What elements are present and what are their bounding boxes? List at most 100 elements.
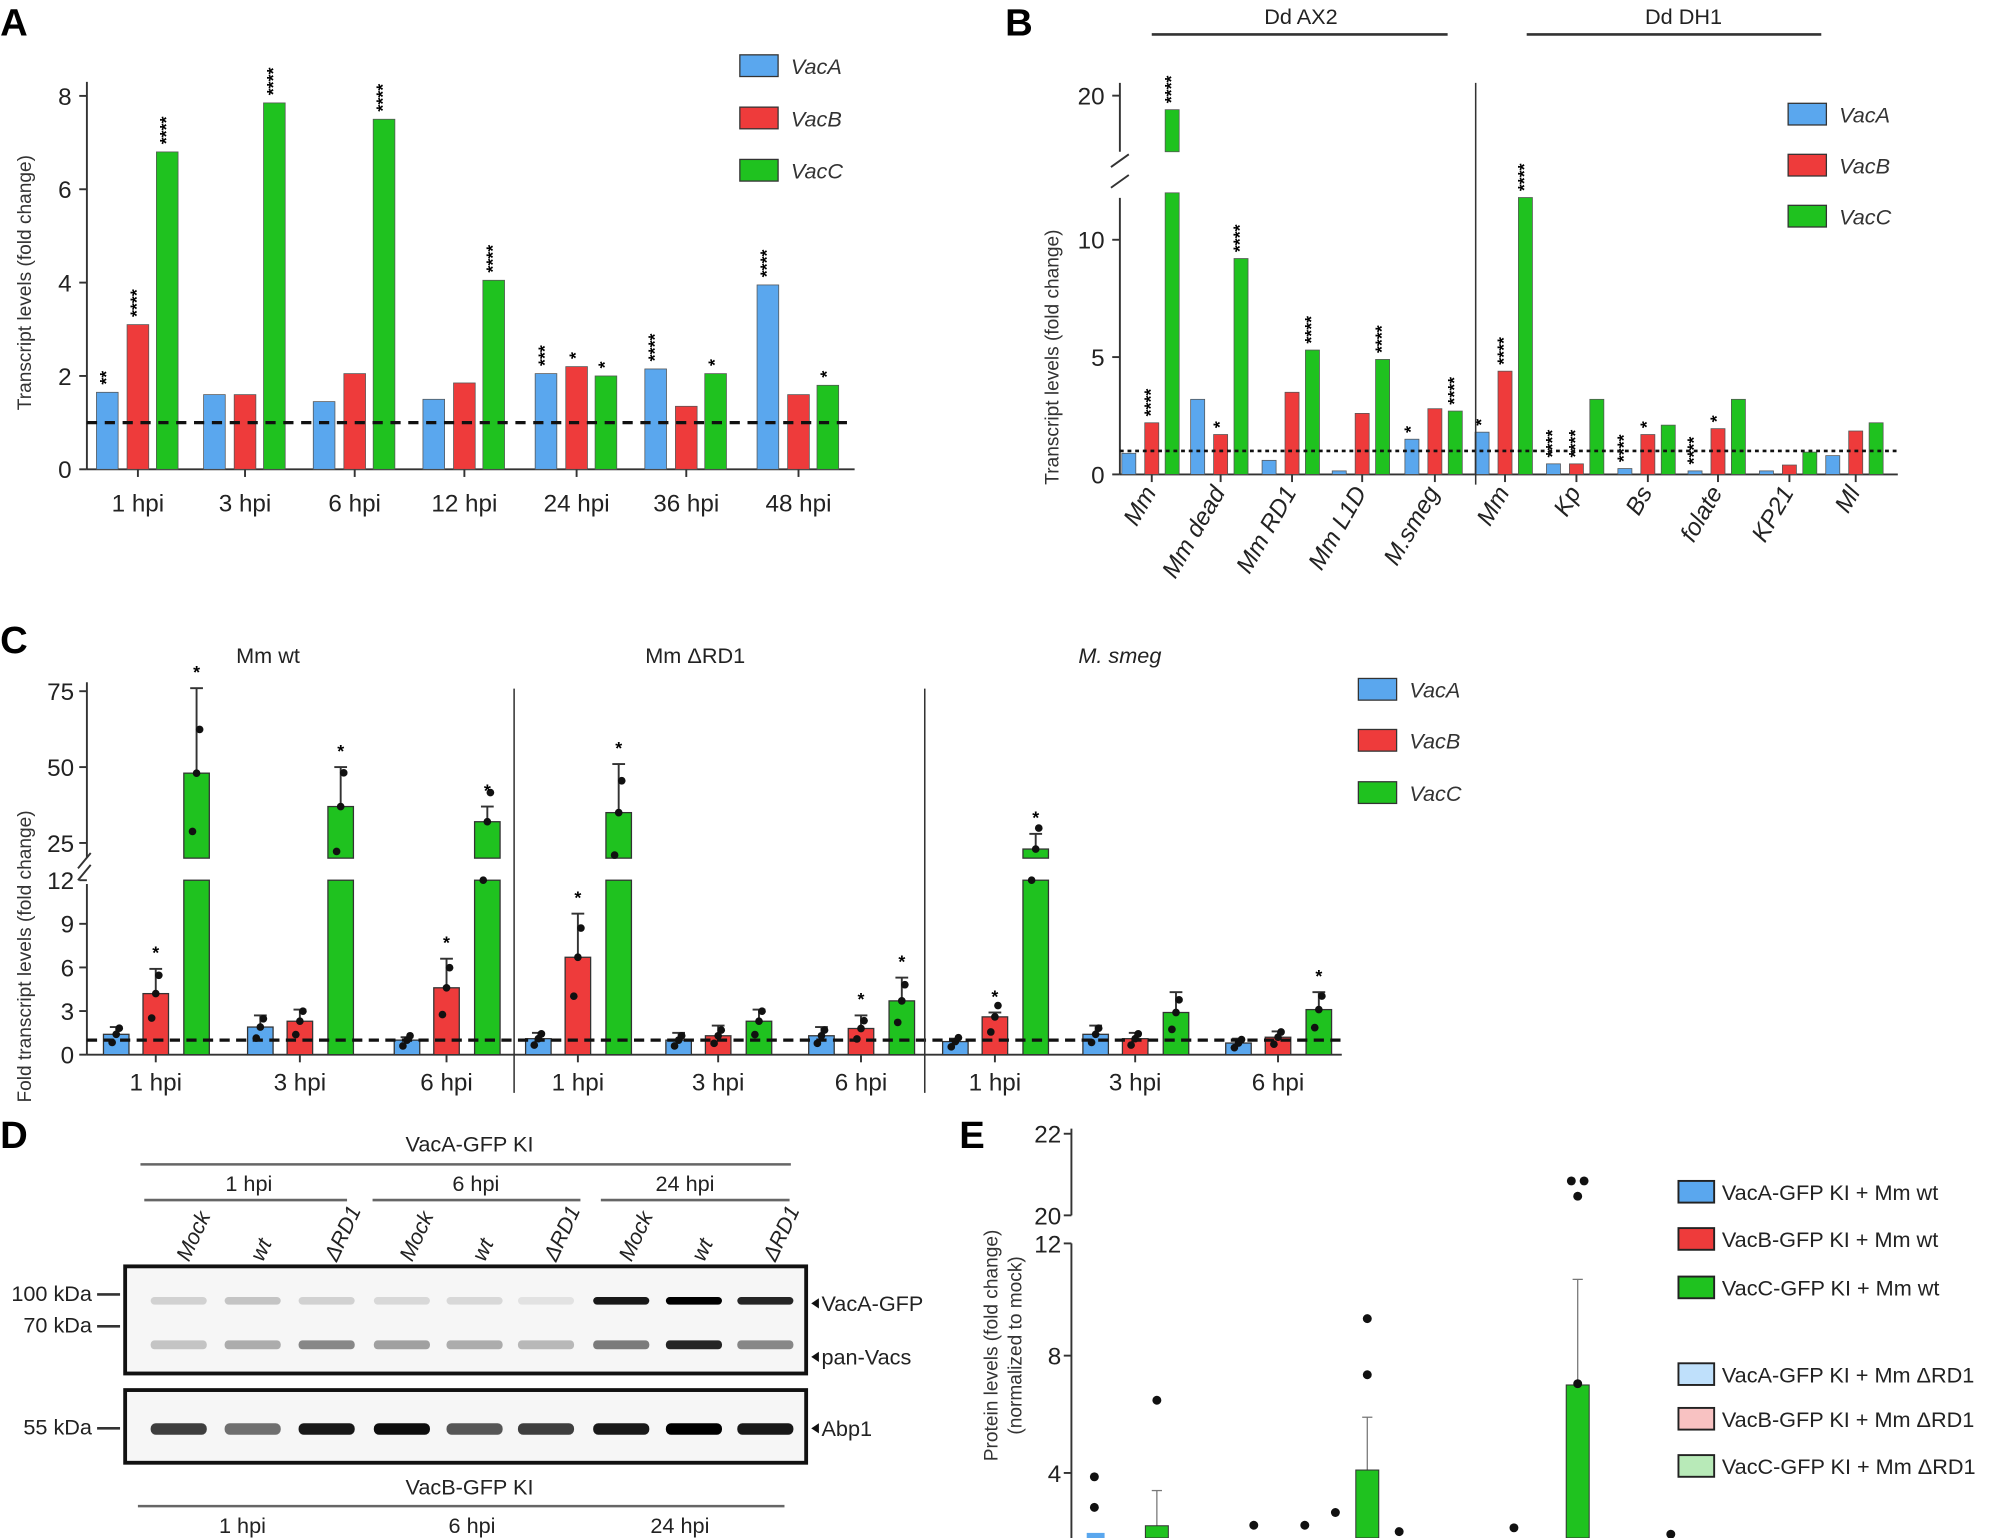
legend-label-vaca: VacA <box>1409 678 1460 703</box>
data-point <box>901 980 909 989</box>
bar-vacc <box>1164 192 1180 475</box>
x-tick-label: 1 hpi <box>129 1069 182 1096</box>
bar-vaca <box>1687 470 1703 475</box>
y-tick-label: 3 <box>61 999 74 1026</box>
data-point <box>857 1024 865 1033</box>
bar-vacc <box>327 879 355 1056</box>
band-abp1 <box>517 1423 575 1435</box>
significance-marker: * <box>1637 421 1657 428</box>
data-point <box>1027 876 1036 885</box>
data-point <box>893 1018 902 1027</box>
data-point <box>1152 1395 1162 1405</box>
significance-marker: **** <box>1684 437 1704 465</box>
bar-vaca <box>203 394 226 470</box>
significance-marker: * <box>595 361 615 368</box>
significance-marker: **** <box>1514 163 1534 191</box>
bar-vacb <box>1284 391 1300 475</box>
data-point <box>1127 1041 1135 1049</box>
bar-vaca <box>1121 452 1137 475</box>
legend-swatch <box>1677 1406 1716 1431</box>
significance-marker: **** <box>1161 75 1181 103</box>
bar-vaca <box>756 284 780 470</box>
data-point <box>860 1016 868 1025</box>
legend-swatch-vaca <box>1357 677 1398 701</box>
x-tick-label: 12 hpi <box>431 490 497 517</box>
significance-marker: * <box>565 352 585 359</box>
panel-c: C 0 3 6 9 12 25 50 75 Fold transcript levels (fo… <box>0 619 1462 1103</box>
data-point <box>1509 1523 1519 1533</box>
legend-swatch-vacb <box>739 106 779 130</box>
data-point <box>1300 1520 1310 1530</box>
legend-label-vacc: VacC <box>791 159 844 184</box>
bar-vaca <box>96 391 119 470</box>
bar-vacb <box>126 324 150 470</box>
significance-marker: * <box>1032 808 1039 828</box>
y-tick-label: 0 <box>58 457 71 484</box>
bar-vaca <box>1825 455 1841 475</box>
legend-swatch-vacb <box>1787 153 1828 177</box>
bar-vacc <box>605 879 633 1056</box>
y-tick-label: 10 <box>1078 228 1105 255</box>
significance-marker: * <box>858 989 865 1009</box>
bar-vacc <box>1868 422 1884 475</box>
legend-label-vacb: VacB <box>1839 153 1890 178</box>
x-tick-label: 3 hpi <box>274 1069 327 1096</box>
band-pan-vacs <box>517 1340 575 1350</box>
legend-label-vacc: VacC <box>1409 781 1462 806</box>
data-point <box>1566 1176 1576 1186</box>
data-point <box>1168 1025 1176 1034</box>
bar-vacc-gfp-ki-mm-wt <box>1144 1525 1169 1538</box>
x-tick-label: 3 hpi <box>692 1069 745 1096</box>
significance-marker: * <box>1401 426 1421 433</box>
band-vaca-gfp <box>224 1296 281 1305</box>
bar-vacb <box>286 1020 314 1056</box>
x-tick-label: Mm RD1 <box>1231 482 1302 578</box>
bar-vaca <box>1190 398 1206 475</box>
bar-vacc-gfp-ki-mm-wt <box>1565 1384 1590 1538</box>
lane-label: Mock <box>613 1206 658 1265</box>
lane-label: wt <box>245 1234 277 1265</box>
legend-label: VacA-GFP KI + Mm wt <box>1722 1180 1938 1205</box>
data-point <box>717 1026 726 1034</box>
significance-marker: **** <box>1614 434 1634 462</box>
legend-swatch <box>1677 1362 1716 1386</box>
significance-marker: * <box>1707 415 1727 422</box>
bar-vaca <box>1331 470 1347 475</box>
significance-marker: * <box>574 887 581 907</box>
axis-break-icon <box>1110 153 1130 189</box>
significance-marker: **** <box>373 84 393 112</box>
timepoint-label: 6 hpi <box>449 1513 496 1538</box>
blot-title-vacb: VacB-GFP KI <box>405 1475 533 1500</box>
data-point <box>677 1031 686 1040</box>
data-point <box>1270 1040 1278 1049</box>
bar-vacc <box>1305 349 1320 475</box>
significance-marker: **** <box>1565 430 1585 458</box>
x-tick-label: 6 hpi <box>328 490 381 517</box>
group-label-mm-wt: Mm wt <box>236 643 300 668</box>
bar-vacc <box>1447 410 1463 475</box>
legend-swatch-vacc <box>1787 204 1828 228</box>
axis-break-icon <box>77 852 92 881</box>
y-tick-label: 12 <box>47 868 74 895</box>
band-abp1 <box>150 1423 207 1435</box>
bar-vacc <box>183 879 210 1056</box>
data-point <box>537 1030 546 1038</box>
significance-marker: * <box>193 662 200 682</box>
data-point <box>299 1007 307 1016</box>
data-point <box>610 851 619 859</box>
legend-swatch-vaca <box>1787 102 1828 126</box>
y-tick-label: 5 <box>1091 345 1104 372</box>
data-point <box>1318 992 1326 1000</box>
data-point <box>897 997 906 1005</box>
significance-marker: * <box>443 933 450 953</box>
marker-label: 100 kDa <box>11 1281 93 1306</box>
y-tick-label: 6 <box>61 955 74 982</box>
data-point <box>758 1007 766 1016</box>
x-tick-label: Bs <box>1621 482 1659 520</box>
y-tick-label: 9 <box>61 912 74 939</box>
bar-vacc-upper <box>183 772 210 859</box>
panel-a-label: A <box>0 2 28 45</box>
y-tick-label: 6 <box>58 177 71 204</box>
band-pan-vacs <box>373 1340 430 1350</box>
data-point <box>710 1039 718 1048</box>
